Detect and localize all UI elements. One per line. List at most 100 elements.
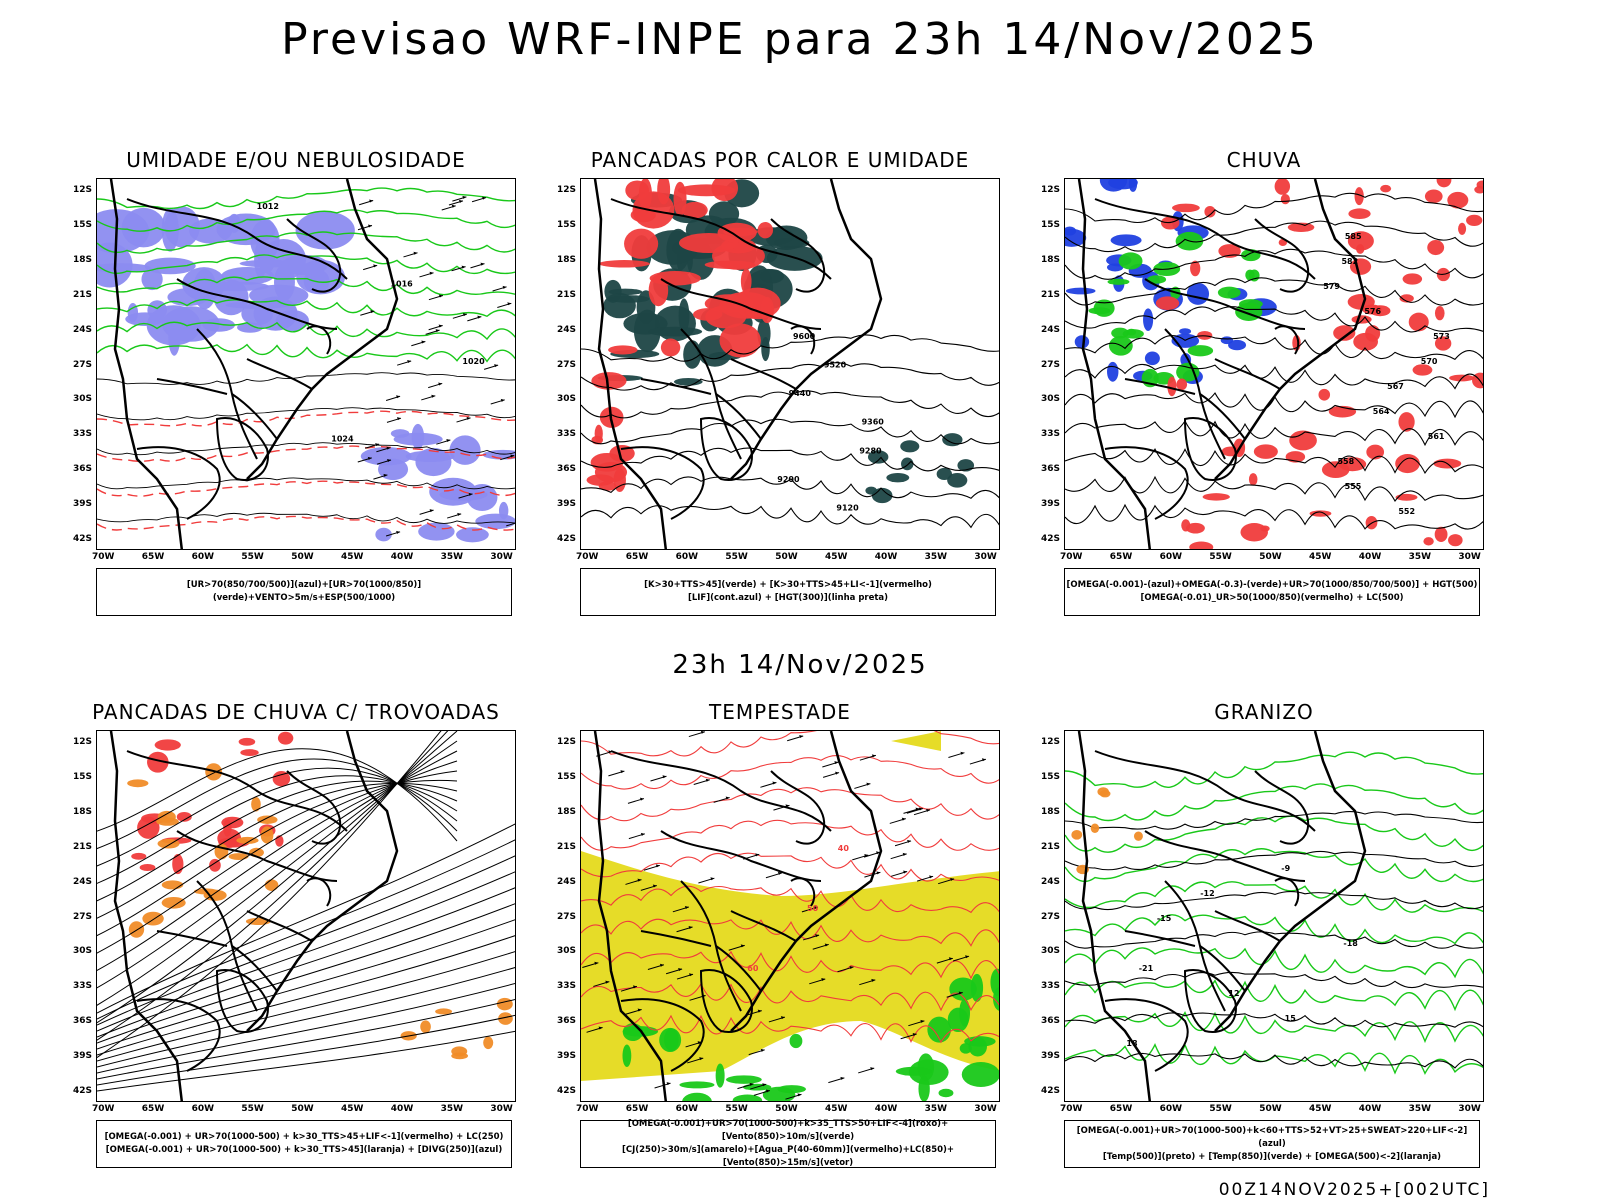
- contour-label: -18: [1343, 939, 1358, 948]
- legend-line-1: [K>30+TTS>45](verde) + [K>30+TTS>45+LI<-…: [644, 580, 932, 590]
- panel-pancadas-calor: PANCADAS POR CALOR E UMIDADE 9600 9520 944…: [557, 148, 1000, 628]
- lat-tick-label: 27S: [72, 911, 92, 922]
- legend-line-1: [OMEGA(-0.001)+UR>70(1000-500)+k<60+TTS>…: [1076, 1125, 1468, 1149]
- lat-tick-label: 42S: [1040, 1086, 1060, 1096]
- lat-tick-label: 24S: [1040, 876, 1060, 887]
- lon-tick-label: 60W: [675, 1104, 699, 1114]
- lat-tick-label: 24S: [1040, 324, 1060, 335]
- contour-label: 9600: [793, 332, 816, 341]
- panel-granizo: GRANIZO -9 -12 -15 -18 -21 12 15 18 [OMEGA(-0.0…: [1041, 700, 1484, 1180]
- lon-tick-label: 35W: [440, 1104, 464, 1114]
- legend-line-2: [CJ(250)>30m/s](amarelo)+[Agua_P(40-60mm…: [621, 1145, 955, 1168]
- lat-tick-label: 36S: [556, 464, 576, 475]
- lat-tick-label: 27S: [72, 359, 92, 370]
- lat-tick-label: 36S: [1040, 1016, 1060, 1027]
- lon-tick-label: 50W: [291, 1104, 314, 1114]
- lat-tick-label: 18S: [72, 254, 92, 265]
- lat-tick-label: 33S: [1040, 429, 1060, 440]
- legend-line-2: [Temp(500)](preto) + [Temp(850)](verde) …: [1102, 1151, 1442, 1162]
- lon-tick-label: 30W: [490, 552, 513, 562]
- panel-title: GRANIZO: [1214, 700, 1314, 724]
- contour-label: 561: [1428, 432, 1445, 441]
- lon-tick-label: 55W: [241, 552, 264, 562]
- map-granizo: -9 -12 -15 -18 -21 12 15 18: [1064, 730, 1484, 1102]
- lat-tick-label: 18S: [1040, 806, 1060, 817]
- contour-label: 9440: [789, 389, 812, 398]
- panel-legend: [OMEGA(-0.001)+UR>70(1000-500)+k<60+TTS>…: [1064, 1120, 1480, 1168]
- lon-tick-label: 50W: [1259, 1104, 1282, 1114]
- contour-label: 1020: [462, 357, 485, 366]
- lon-tick-label: 55W: [1209, 552, 1232, 562]
- lat-tick-label: 36S: [1040, 464, 1060, 475]
- map-pancadas-calor: 9600 9520 9440 9360 9280 9200 9120: [580, 178, 1000, 550]
- contour-label: -12: [1200, 889, 1214, 898]
- lat-tick-label: 15S: [556, 771, 576, 782]
- lon-tick-label: 30W: [974, 552, 997, 562]
- lon-tick-label: 45W: [825, 552, 848, 562]
- lon-tick-label: 70W: [576, 1104, 599, 1114]
- legend-line-1: [OMEGA(-0.001) + UR>70(1000-500) + k>30_…: [104, 1132, 504, 1142]
- lat-tick-label: 42S: [1040, 534, 1060, 544]
- map-canvas: 40 50 60: [581, 731, 999, 1101]
- lat-tick-label: 27S: [556, 359, 576, 370]
- contour-label: 573: [1433, 332, 1450, 341]
- map-tempestade: 40 50 60: [580, 730, 1000, 1102]
- lat-tick-label: 24S: [72, 324, 92, 335]
- lat-tick-label: 24S: [556, 876, 576, 887]
- map-trovoadas: [96, 730, 516, 1102]
- lat-tick-label: 18S: [556, 806, 576, 817]
- contour-label: 567: [1387, 382, 1404, 391]
- contour-label: 1024: [331, 435, 354, 444]
- lat-tick-label: 33S: [556, 429, 576, 440]
- contour-label: 15: [1285, 1014, 1297, 1023]
- lon-tick-label: 55W: [241, 1104, 264, 1114]
- lat-tick-label: 36S: [72, 464, 92, 475]
- lat-tick-label: 39S: [1040, 1051, 1060, 1062]
- lon-tick-label: 35W: [440, 552, 464, 562]
- lat-tick-label: 36S: [72, 1016, 92, 1027]
- lon-tick-label: 60W: [191, 552, 215, 562]
- lon-tick-label: 55W: [725, 552, 748, 562]
- contour-label: 582: [1341, 257, 1358, 266]
- lat-tick-label: 12S: [556, 737, 576, 747]
- lon-tick-label: 65W: [625, 1104, 649, 1114]
- map-canvas: 1012 1016 1020 1024: [97, 179, 515, 549]
- panel-trovoadas: PANCADAS DE CHUVA C/ TROVOADAS [OMEGA(-0…: [73, 700, 516, 1180]
- contour-label: 1012: [257, 202, 279, 211]
- contour-label: 9200: [777, 475, 800, 484]
- panel-legend: [K>30+TTS>45](verde) + [K>30+TTS>45+LI<-…: [580, 568, 996, 616]
- lat-tick-label: 30S: [556, 946, 576, 957]
- lat-tick-label: 21S: [556, 289, 576, 300]
- lat-tick-label: 21S: [72, 841, 92, 852]
- lon-tick-label: 30W: [1458, 1104, 1481, 1114]
- lon-tick-label: 40W: [390, 552, 414, 562]
- panel-title: PANCADAS POR CALOR E UMIDADE: [590, 148, 970, 172]
- lat-tick-label: 27S: [1040, 911, 1060, 922]
- contour-label: 1016: [390, 280, 413, 289]
- lat-tick-label: 30S: [556, 394, 576, 405]
- panel-title: PANCADAS DE CHUVA C/ TROVOADAS: [92, 700, 500, 724]
- lon-tick-label: 45W: [341, 1104, 364, 1114]
- contour-label: 558: [1337, 457, 1354, 466]
- lon-tick-label: 40W: [1358, 1104, 1382, 1114]
- legend-line-2: [LIF](cont.azul) + [HGT(300)](linha pret…: [687, 593, 889, 603]
- lon-tick-label: 50W: [291, 552, 314, 562]
- lon-tick-label: 45W: [1309, 552, 1332, 562]
- contour-label: -9: [1281, 864, 1290, 873]
- lat-tick-label: 36S: [556, 1016, 576, 1027]
- lon-tick-label: 70W: [1060, 552, 1083, 562]
- lat-tick-label: 42S: [72, 1086, 92, 1096]
- lat-tick-label: 30S: [72, 394, 92, 405]
- lat-tick-label: 18S: [1040, 254, 1060, 265]
- lat-tick-label: 33S: [72, 981, 92, 992]
- lat-tick-label: 18S: [556, 254, 576, 265]
- lon-tick-label: 60W: [675, 552, 699, 562]
- legend-line-2: [OMEGA(-0.001) + UR>70(1000-500) + k>30_…: [105, 1145, 503, 1155]
- lat-tick-label: 15S: [1040, 771, 1060, 782]
- lat-tick-label: 39S: [556, 499, 576, 510]
- contour-label: 40: [838, 844, 850, 853]
- lon-tick-label: 60W: [191, 1104, 215, 1114]
- lon-tick-label: 55W: [1209, 1104, 1232, 1114]
- contour-label: 60: [747, 964, 759, 973]
- lon-tick-label: 30W: [974, 1104, 997, 1114]
